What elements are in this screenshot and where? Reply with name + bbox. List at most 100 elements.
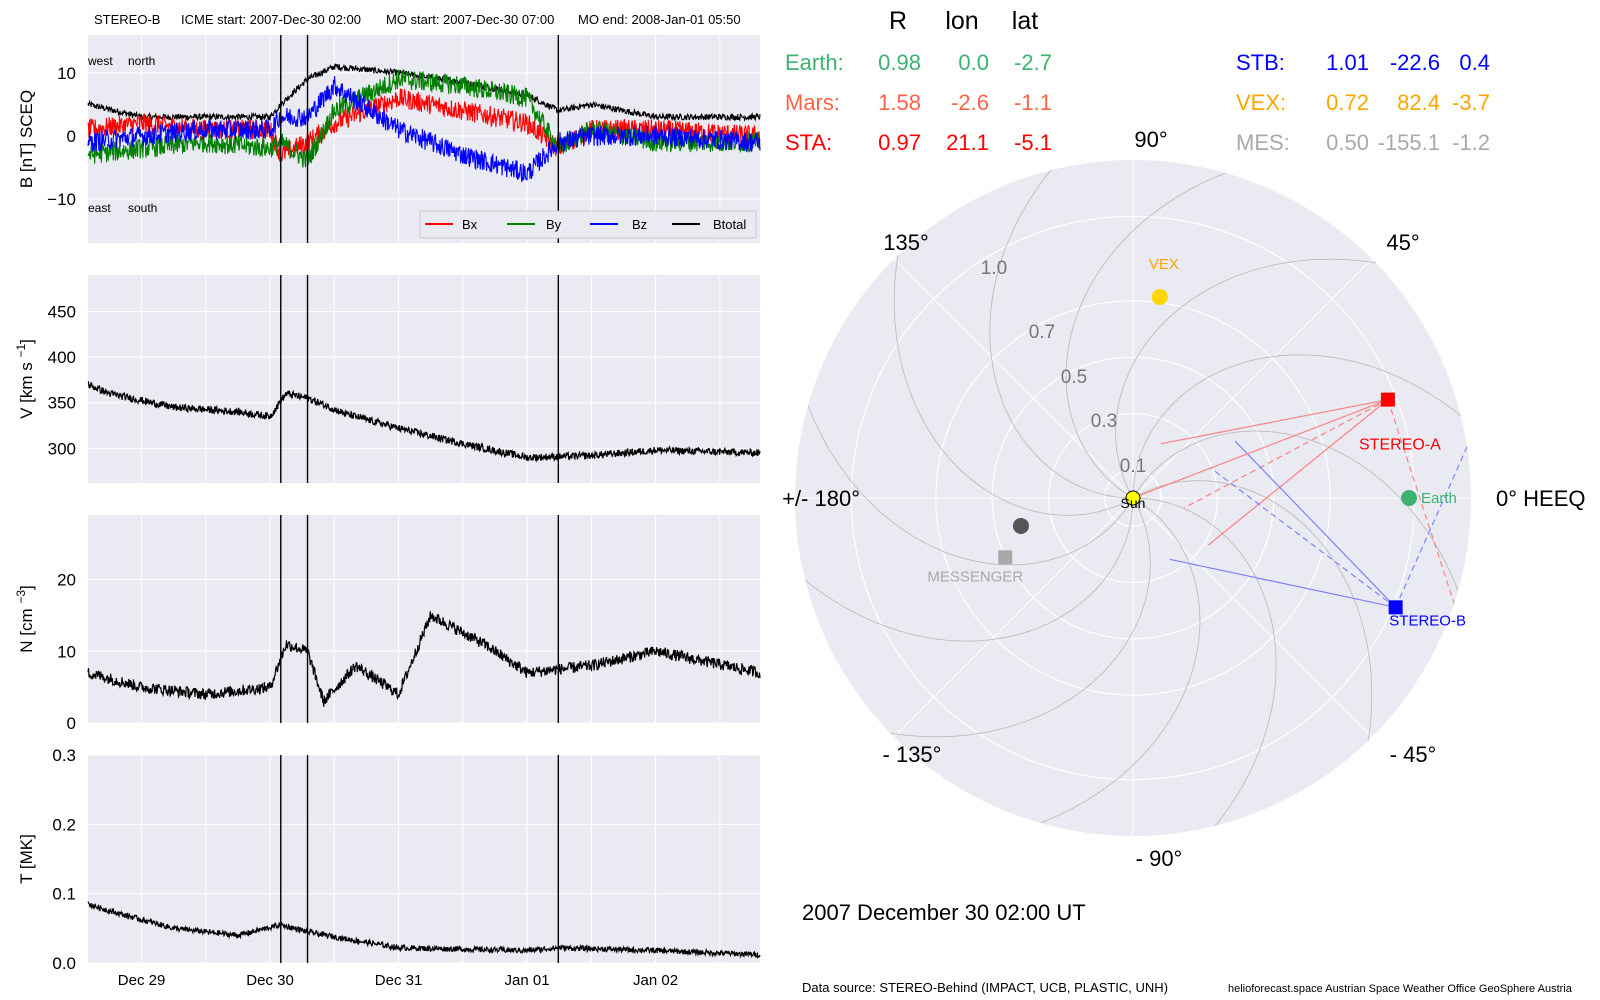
x-tick-label: Dec 31 <box>375 972 423 989</box>
table-cell: -1.1 <box>1014 90 1052 115</box>
table-row-name: STA: <box>785 130 832 155</box>
parker-spiral <box>1132 480 1373 741</box>
x-tick-label: Dec 30 <box>246 972 294 989</box>
table-header: lon <box>945 7 978 35</box>
polar-radius-label: 0.3 <box>1091 411 1117 432</box>
y-tick-label: 0 <box>67 714 76 733</box>
table-row-name: Earth: <box>785 50 844 75</box>
marker-mercury <box>1012 517 1029 534</box>
parker-spiral <box>1040 497 1201 824</box>
table-cell: 0.72 <box>1326 90 1369 115</box>
parker-spiral <box>1115 258 1376 499</box>
data-source: Data source: STEREO-Behind (IMPACT, UCB,… <box>802 980 1168 995</box>
x-tick-label: Jan 02 <box>633 972 678 989</box>
plot-area <box>88 275 760 483</box>
plot-area <box>88 515 760 723</box>
x-tick-label: Dec 29 <box>118 972 166 989</box>
table-cell: 0.4 <box>1459 50 1490 75</box>
parker-spiral <box>1065 172 1226 499</box>
legend-label-by: By <box>546 217 562 232</box>
polar-angle-label: - 90° <box>1136 846 1183 871</box>
table-row-name: Mars: <box>785 90 840 115</box>
y-tick-label: 0.2 <box>52 815 76 834</box>
y-tick-label: −10 <box>47 190 76 209</box>
object-label-earth: Earth <box>1421 490 1457 507</box>
object-label-sun: Sun <box>1121 495 1146 511</box>
legend-label-bx: Bx <box>462 217 478 232</box>
table-row-name: STB: <box>1236 50 1285 75</box>
polar-position-plot: 0° HEEQ 45° 90° 135° +/- 180° - 135° - 90° - 45… <box>782 127 1585 871</box>
fov-line <box>1234 440 1397 608</box>
legend-box <box>419 210 757 239</box>
annotation-north: north <box>128 54 155 68</box>
table-cell: 1.58 <box>878 90 921 115</box>
temperature-panel: 0.0 0.1 0.2 0.3 T [MK] Dec 29 Dec 30 Dec 31 Jan… <box>17 746 761 989</box>
object-label-messenger: MESSENGER <box>927 568 1023 585</box>
fov-line <box>1210 467 1396 608</box>
series-line-main <box>87 380 761 463</box>
table-cell: -1.2 <box>1452 130 1490 155</box>
legend-label-bz: Bz <box>632 217 647 232</box>
y-tick-label: 350 <box>48 394 76 413</box>
y-axis-label: B [nT] SCEQ <box>17 90 36 188</box>
parker-spiral <box>890 497 1151 738</box>
table-row-name: MES: <box>1236 130 1290 155</box>
table-cell: 82.4 <box>1397 90 1440 115</box>
table-cell: 0.97 <box>878 130 921 155</box>
series-line-main <box>87 901 761 960</box>
polar-ring <box>935 300 1331 696</box>
table-cell: 21.1 <box>946 130 989 155</box>
table-cell: 0.50 <box>1326 130 1369 155</box>
table-row: Mars: 1.58 -2.6 -1.1 <box>785 90 1052 115</box>
polar-angle-label: +/- 180° <box>782 486 860 511</box>
table-row: MES: 0.50 -155.1 -1.2 <box>1236 130 1490 155</box>
series-line-bz <box>87 76 761 183</box>
parker-spiral <box>807 405 1134 566</box>
polar-radius-label: 1.0 <box>981 258 1007 279</box>
series-line-btotal <box>87 63 761 123</box>
polar-angle-label: 0° HEEQ <box>1496 486 1586 511</box>
marker-vex <box>1151 288 1168 305</box>
polar-ring <box>1104 469 1162 527</box>
table-cell: -22.6 <box>1390 50 1440 75</box>
y-axis-label: V [km s −1] <box>14 339 36 419</box>
credits: helioforecast.space Austrian Space Weath… <box>1228 983 1573 995</box>
fov-line <box>1169 558 1396 608</box>
fov-line <box>1183 399 1389 509</box>
y-tick-label: 0 <box>67 127 76 146</box>
table-cell: -3.7 <box>1452 90 1490 115</box>
table-row: Earth: 0.98 0.0 -2.7 <box>785 50 1052 75</box>
table-cell: 0.98 <box>878 50 921 75</box>
plot-area <box>88 755 760 963</box>
polar-radius-label: 0.1 <box>1120 456 1146 477</box>
table-row: STB: 1.01 -22.6 0.4 <box>1236 50 1490 75</box>
parker-spiral <box>1132 430 1459 591</box>
polar-angle-label: 90° <box>1134 127 1167 152</box>
table-row: VEX: 0.72 82.4 -3.7 <box>1236 90 1490 115</box>
header-spacecraft: STEREO-B <box>94 12 160 27</box>
annotation-east: east <box>88 201 111 215</box>
y-tick-label: 400 <box>48 348 76 367</box>
marker-stereo-a <box>1380 392 1395 407</box>
polar-angle-label: 45° <box>1386 230 1419 255</box>
table-cell: 1.01 <box>1326 50 1369 75</box>
fov-lines <box>1161 396 1471 620</box>
marker-sun <box>1125 490 1141 506</box>
fov-line <box>1161 399 1389 445</box>
table-cell: -2.6 <box>951 90 989 115</box>
sun-sta-line <box>1132 399 1389 499</box>
marker-earth <box>1401 490 1418 506</box>
header-mo-start: MO start: 2007-Dec-30 07:00 <box>386 12 554 27</box>
polar-ring <box>991 356 1275 640</box>
density-panel: 0 10 20 N [cm −3] <box>14 515 761 733</box>
series-line-main <box>87 611 761 707</box>
annotation-south: south <box>128 201 157 215</box>
velocity-panel: 300 350 400 450 V [km s −1] <box>14 275 761 483</box>
marker-messenger <box>998 550 1013 565</box>
y-tick-label: 0.1 <box>52 885 76 904</box>
fov-line <box>1395 396 1471 608</box>
polar-angle-label: - 135° <box>883 742 942 767</box>
y-tick-label: 10 <box>57 642 76 661</box>
header-mo-end: MO end: 2008-Jan-01 05:50 <box>578 12 741 27</box>
